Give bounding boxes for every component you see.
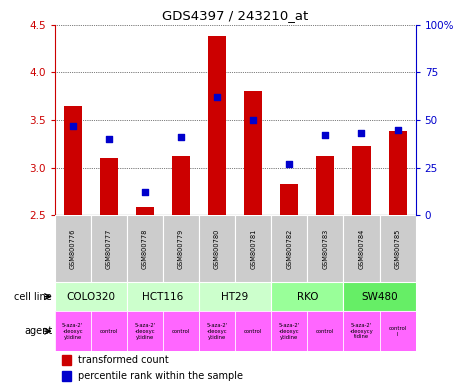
Text: 5-aza-2'
-deoxycy
tidine: 5-aza-2' -deoxycy tidine [350,323,373,339]
Bar [208,36,226,215]
Bar [136,207,154,215]
Point [285,161,293,167]
Point [141,189,149,195]
Point [69,122,76,129]
Point [105,136,113,142]
Text: cell line: cell line [15,291,52,302]
Text: control
l: control l [389,326,407,337]
Text: control: control [244,329,262,334]
Bar [271,311,307,351]
Text: GSM800782: GSM800782 [286,228,292,269]
Text: control: control [316,329,334,334]
Text: control: control [100,329,118,334]
Text: agent: agent [24,326,52,336]
Text: GSM800776: GSM800776 [70,228,76,269]
Text: COLO320: COLO320 [66,291,115,302]
Bar [64,106,82,215]
Text: SW480: SW480 [361,291,398,302]
Bar [307,215,343,282]
Bar [380,215,416,282]
Text: 5-aza-2'
-deoxyc
ytidine: 5-aza-2' -deoxyc ytidine [207,323,228,339]
Text: GSM800784: GSM800784 [359,228,364,269]
Text: HCT116: HCT116 [142,291,183,302]
Text: 5-aza-2'
-deoxyc
ytidine: 5-aza-2' -deoxyc ytidine [62,323,83,339]
Bar [91,311,127,351]
Point [394,126,401,132]
Bar [343,311,380,351]
Bar [55,282,127,311]
Text: 5-aza-2'
-deoxyc
ytidine: 5-aza-2' -deoxyc ytidine [134,323,155,339]
Text: HT29: HT29 [221,291,249,302]
Point [213,94,221,100]
Text: control: control [172,329,190,334]
Bar [244,91,262,215]
Bar [199,282,271,311]
Bar [127,311,163,351]
Bar [91,215,127,282]
Bar [271,282,343,311]
Point [249,117,257,123]
Text: 5-aza-2'
-deoxyc
ytidine: 5-aza-2' -deoxyc ytidine [279,323,300,339]
Bar [100,158,118,215]
Bar [127,215,163,282]
Bar [163,311,199,351]
Bar [352,146,370,215]
Point [177,134,185,140]
Point [358,130,365,136]
Text: transformed count: transformed count [78,355,169,365]
Point [322,132,329,138]
Bar [55,311,91,351]
Bar [127,282,199,311]
Bar [235,215,271,282]
Text: GSM800779: GSM800779 [178,228,184,269]
Bar [389,131,407,215]
Bar [280,184,298,215]
Bar [343,215,380,282]
Bar [62,371,71,381]
Text: GSM800777: GSM800777 [106,228,112,269]
Bar [343,282,416,311]
Bar [235,311,271,351]
Bar [55,215,91,282]
Text: GSM800783: GSM800783 [323,228,328,269]
Title: GDS4397 / 243210_at: GDS4397 / 243210_at [162,9,308,22]
Bar [316,156,334,215]
Text: RKO: RKO [296,291,318,302]
Text: GSM800778: GSM800778 [142,228,148,269]
Text: GSM800785: GSM800785 [395,228,400,269]
Bar [380,311,416,351]
Bar [199,215,235,282]
Bar [307,311,343,351]
Bar [163,215,199,282]
Text: GSM800780: GSM800780 [214,228,220,269]
Text: GSM800781: GSM800781 [250,228,256,269]
Bar [62,355,71,365]
Text: percentile rank within the sample: percentile rank within the sample [78,371,243,381]
Bar [172,156,190,215]
Bar [199,311,235,351]
Bar [271,215,307,282]
